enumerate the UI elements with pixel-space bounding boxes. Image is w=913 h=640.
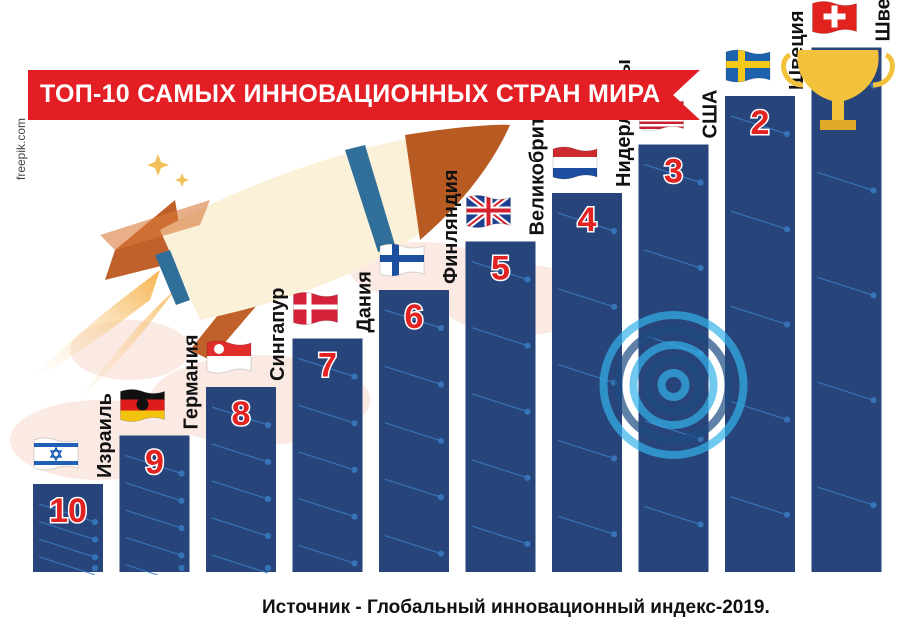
bar-network-pattern (557, 212, 618, 538)
source-note: Источник - Глобальный инновационный инде… (262, 597, 770, 618)
country-label: Германия (181, 334, 203, 429)
bar-1 (33, 484, 103, 572)
germany-flag-icon (120, 389, 165, 422)
bar-6 (465, 241, 536, 572)
bar-5 (379, 290, 449, 572)
bar-4 (292, 338, 363, 572)
bar-10 (811, 47, 882, 572)
image-credit: freepik.com (14, 117, 28, 180)
bar-3 (206, 387, 276, 572)
rank-label: 9 (145, 444, 164, 482)
rank-label: 4 (578, 201, 597, 239)
singapore-flag-icon (206, 340, 252, 374)
rank-label: 2 (751, 104, 770, 142)
uk-flag-icon (466, 195, 511, 228)
israel-flag-icon (33, 437, 79, 471)
bar-network-pattern (211, 406, 272, 574)
country-label: Дания (354, 271, 376, 332)
bar-network-pattern (384, 309, 445, 557)
rank-labels: 10987654321 (48, 54, 858, 532)
title-banner (28, 70, 700, 120)
target-decoration (599, 311, 748, 459)
rank-label: 5 (491, 250, 510, 288)
country-label: США (700, 90, 722, 139)
sparkle-decoration (147, 154, 189, 187)
bar-network-pattern (471, 260, 531, 548)
country-label: Финляндия (440, 169, 462, 284)
country-label: Сингапур (267, 288, 289, 381)
country-label: Израиль (94, 393, 116, 478)
bar-network-pattern (125, 454, 185, 575)
sweden-flag-icon (725, 49, 771, 83)
switzerland-flag-icon (812, 1, 857, 34)
rank-label: 6 (405, 298, 424, 336)
flags-layer (33, 1, 857, 471)
bar-network-pattern (298, 357, 358, 567)
denmark-flag-icon (293, 292, 338, 325)
netherlands-flag-icon (552, 146, 598, 180)
chart-title: ТОП-10 САМЫХ ИННОВАЦИОННЫХ СТРАН МИРА (40, 80, 661, 108)
bar-2 (119, 435, 190, 572)
rank-label: 7 (318, 347, 337, 385)
finland-flag-icon (379, 243, 425, 277)
rank-label: 3 (664, 153, 683, 191)
country-label: Швейцария (873, 0, 895, 42)
bars-layer (33, 47, 882, 575)
rank-label: 8 (232, 395, 251, 433)
bar-network-pattern (38, 503, 99, 575)
bar-7 (552, 193, 622, 572)
trophy-icon (781, 50, 895, 130)
bar-9 (725, 96, 795, 572)
rank-label: 10 (49, 492, 87, 530)
